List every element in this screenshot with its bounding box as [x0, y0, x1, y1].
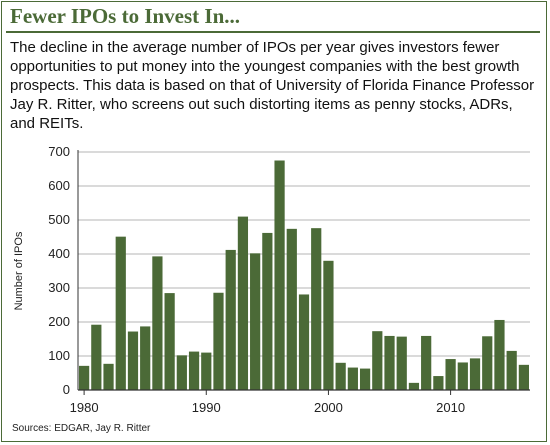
bar-1981	[91, 324, 102, 390]
bar-1992	[225, 249, 236, 390]
bar-2015	[506, 350, 517, 390]
bar-1982	[103, 363, 114, 390]
bar-1983	[115, 236, 126, 390]
bar-2000	[323, 260, 334, 390]
bar-2010	[445, 359, 456, 390]
bar-1998	[298, 294, 310, 390]
y-tick-label: 100	[48, 348, 70, 363]
bar-2003	[359, 368, 371, 390]
x-tick-label: 1980	[70, 400, 99, 415]
x-tick-label: 2000	[314, 400, 343, 415]
bar-2011	[457, 362, 468, 390]
bar-2014	[494, 319, 505, 390]
bar-2016	[518, 364, 529, 390]
bar-1994	[250, 253, 261, 390]
bar-1989	[188, 351, 200, 390]
y-tick-label: 0	[63, 382, 70, 397]
bar-1987	[164, 293, 175, 390]
y-tick-label: 700	[48, 144, 70, 159]
y-tick-label: 500	[48, 212, 70, 227]
bar-1993	[237, 216, 249, 390]
bar-2002	[347, 367, 358, 390]
y-axis-label: Number of IPOs	[13, 231, 25, 310]
bar-2007	[408, 382, 420, 390]
bar-1986	[152, 256, 163, 390]
title-divider	[6, 31, 540, 33]
bar-1991	[213, 292, 224, 390]
bar-2005	[384, 335, 395, 390]
bar-2006	[396, 336, 407, 390]
chart-title: Fewer IPOs to Invest In...	[10, 4, 241, 28]
x-tick-label: 1990	[192, 400, 221, 415]
bar-2012	[469, 358, 481, 390]
sources-note: Sources: EDGAR, Jay R. Ritter	[12, 423, 151, 434]
bar-2013	[482, 336, 493, 390]
bar-1985	[140, 326, 151, 390]
y-tick-label: 600	[48, 178, 70, 193]
bar-1995	[262, 232, 273, 390]
bar-1997	[286, 228, 297, 390]
bar-1990	[201, 352, 212, 390]
x-tick-label: 2010	[436, 400, 465, 415]
chart-description: The decline in the average number of IPO…	[10, 39, 535, 132]
y-tick-label: 400	[48, 246, 70, 261]
bar-2004	[372, 331, 383, 390]
bar-1984	[127, 331, 139, 390]
bar-1980	[79, 365, 90, 390]
bar-1996	[274, 160, 285, 390]
bar-2008	[421, 335, 432, 390]
bar-1999	[311, 228, 322, 390]
bar-2001	[335, 362, 346, 390]
bar-2009	[433, 376, 444, 390]
bar-1988	[176, 355, 187, 390]
y-tick-label: 200	[48, 314, 70, 329]
y-tick-label: 300	[48, 280, 70, 295]
